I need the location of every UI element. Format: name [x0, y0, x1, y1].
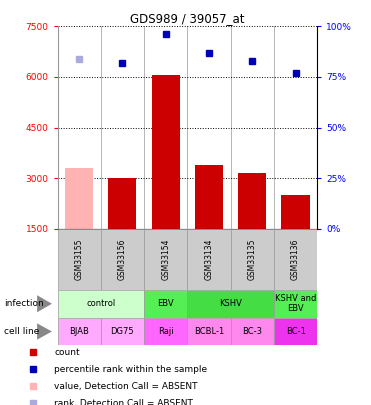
Bar: [65, 168, 93, 229]
Text: control: control: [86, 299, 115, 308]
Bar: [187, 290, 274, 318]
Bar: [101, 318, 144, 345]
Text: BC-1: BC-1: [286, 327, 305, 336]
Bar: [58, 290, 144, 318]
Text: count: count: [54, 348, 80, 357]
Bar: [58, 318, 101, 345]
Text: GSM33134: GSM33134: [204, 239, 213, 280]
Text: cell line: cell line: [4, 327, 39, 336]
Bar: [231, 229, 274, 290]
Bar: [101, 229, 144, 290]
Bar: [187, 229, 231, 290]
Bar: [274, 290, 317, 318]
Bar: [274, 318, 317, 345]
Text: KSHV and
EBV: KSHV and EBV: [275, 294, 316, 313]
Text: GSM33135: GSM33135: [248, 239, 257, 280]
Text: BJAB: BJAB: [69, 327, 89, 336]
Polygon shape: [37, 295, 52, 312]
Text: GSM33155: GSM33155: [75, 239, 83, 280]
Bar: [231, 318, 274, 345]
Bar: [144, 229, 187, 290]
Bar: [187, 318, 231, 345]
Bar: [238, 173, 266, 229]
Bar: [58, 229, 101, 290]
Text: DG75: DG75: [111, 327, 134, 336]
Bar: [274, 229, 317, 290]
Text: BCBL-1: BCBL-1: [194, 327, 224, 336]
Bar: [195, 165, 223, 229]
Bar: [144, 290, 187, 318]
Text: Raji: Raji: [158, 327, 174, 336]
Text: infection: infection: [4, 299, 43, 308]
Text: GSM33156: GSM33156: [118, 239, 127, 280]
Bar: [108, 178, 137, 229]
Bar: [282, 195, 310, 229]
Text: EBV: EBV: [157, 299, 174, 308]
Text: rank, Detection Call = ABSENT: rank, Detection Call = ABSENT: [54, 399, 193, 405]
Bar: [144, 318, 187, 345]
Text: GSM33136: GSM33136: [291, 239, 300, 280]
Title: GDS989 / 39057_at: GDS989 / 39057_at: [130, 12, 244, 25]
Text: percentile rank within the sample: percentile rank within the sample: [54, 365, 207, 374]
Text: value, Detection Call = ABSENT: value, Detection Call = ABSENT: [54, 382, 197, 391]
Polygon shape: [37, 323, 52, 340]
Bar: [152, 75, 180, 229]
Text: KSHV: KSHV: [219, 299, 242, 308]
Text: BC-3: BC-3: [242, 327, 262, 336]
Text: GSM33154: GSM33154: [161, 239, 170, 280]
